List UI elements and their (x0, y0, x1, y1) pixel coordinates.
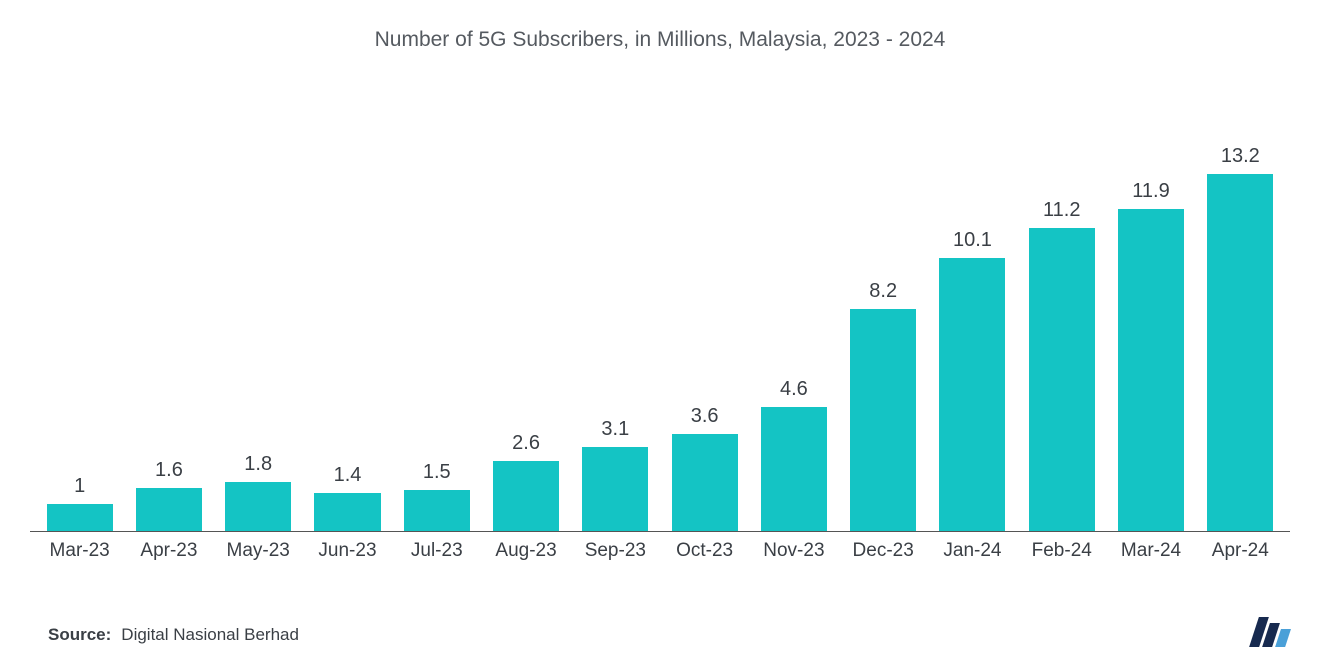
plot-area: 1 1.6 1.8 1.4 1.5 2.6 3.1 3.6 4.6 8.2 10.1 11.2 11.9… (30, 102, 1290, 532)
bar-slot: 1.4 (303, 102, 392, 531)
bar-value-label: 3.1 (601, 418, 629, 441)
bar-slot: 4.6 (749, 102, 838, 531)
x-axis-label: Nov-23 (749, 540, 838, 562)
bar-value-label: 11.9 (1132, 180, 1169, 203)
bar (939, 258, 1005, 531)
bar-value-label: 11.2 (1043, 199, 1080, 222)
bar (47, 504, 113, 531)
bar (314, 493, 380, 531)
bar-value-label: 1.6 (155, 459, 183, 482)
source-footer: Source: Digital Nasional Berhad (48, 625, 299, 645)
bar (493, 461, 559, 531)
bar (761, 407, 827, 531)
x-axis-label: Apr-24 (1196, 540, 1285, 562)
bar-value-label: 13.2 (1221, 145, 1260, 168)
x-axis-label: Sep-23 (571, 540, 660, 562)
bar-value-label: 1.8 (244, 453, 272, 476)
x-axis-label: Apr-23 (124, 540, 213, 562)
chart-title: Number of 5G Subscribers, in Millions, M… (30, 28, 1290, 52)
bar-value-label: 10.1 (953, 229, 992, 252)
bar-slot: 1 (35, 102, 124, 531)
bar-slot: 11.2 (1017, 102, 1106, 531)
bar-value-label: 2.6 (512, 432, 540, 455)
bar-value-label: 1.5 (423, 461, 451, 484)
x-axis-label: Dec-23 (839, 540, 928, 562)
bar-value-label: 8.2 (869, 280, 897, 303)
bar-slot: 8.2 (839, 102, 928, 531)
bar-slot: 13.2 (1196, 102, 1285, 531)
x-axis-label: Oct-23 (660, 540, 749, 562)
x-axis-label: Mar-24 (1106, 540, 1195, 562)
bar-slot: 1.8 (214, 102, 303, 531)
bar (850, 309, 916, 531)
x-axis-label: Jun-23 (303, 540, 392, 562)
x-axis-label: Jul-23 (392, 540, 481, 562)
bar (136, 488, 202, 531)
chart-container: Number of 5G Subscribers, in Millions, M… (0, 0, 1320, 665)
bar-value-label: 3.6 (691, 405, 719, 428)
bar-value-label: 1.4 (334, 464, 362, 487)
x-axis-label: May-23 (214, 540, 303, 562)
bar-slot: 1.5 (392, 102, 481, 531)
bar-slot: 1.6 (124, 102, 213, 531)
bar (672, 434, 738, 531)
bar-value-label: 1 (74, 475, 85, 498)
source-text: Digital Nasional Berhad (121, 625, 299, 645)
bar (1118, 209, 1184, 531)
bar-slot: 10.1 (928, 102, 1017, 531)
bar-slot: 3.6 (660, 102, 749, 531)
bar (404, 490, 470, 531)
x-axis-label: Mar-23 (35, 540, 124, 562)
bar-slot: 2.6 (481, 102, 570, 531)
x-axis-labels: Mar-23Apr-23May-23Jun-23Jul-23Aug-23Sep-… (30, 532, 1290, 562)
bar-value-label: 4.6 (780, 378, 808, 401)
bar (582, 447, 648, 531)
bar (1207, 174, 1273, 531)
bar (1029, 228, 1095, 531)
bar-slot: 3.1 (571, 102, 660, 531)
x-axis-label: Feb-24 (1017, 540, 1106, 562)
x-axis-label: Jan-24 (928, 540, 1017, 562)
bar-slot: 11.9 (1106, 102, 1195, 531)
source-label: Source: (48, 625, 111, 645)
bar (225, 482, 291, 531)
brand-logo-icon (1249, 617, 1295, 647)
x-axis-label: Aug-23 (481, 540, 570, 562)
